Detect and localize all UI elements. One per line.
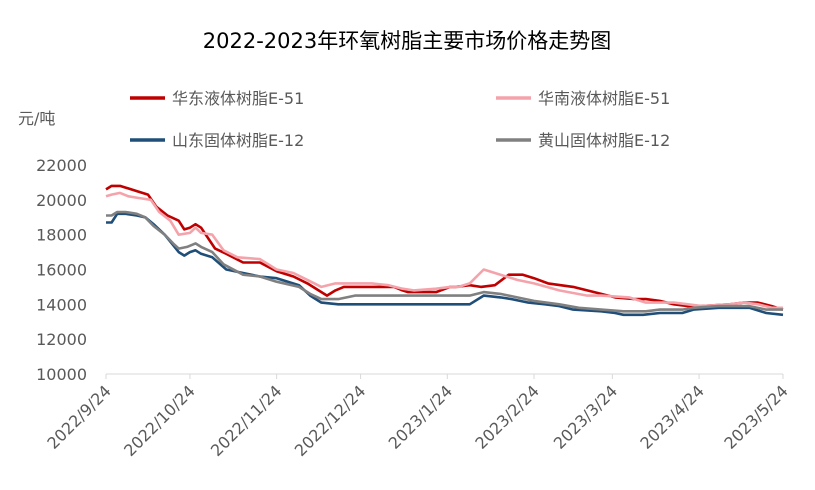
x-tick-label: 2023/4/24 [636,381,707,452]
legend-label-1: 华南液体树脂E-51 [538,89,670,108]
y-axis: 10000 12000 14000 16000 18000 20000 22000 [36,156,87,384]
y-tick-label: 20000 [36,191,87,210]
series-line-0 [105,184,784,311]
series-layer [105,184,784,317]
series-line-1 [105,191,783,310]
x-tick-label: 2022/11/24 [207,381,286,460]
chart-title: 2022-2023年环氧树脂主要市场价格走势图 [203,29,611,53]
x-tick-label: 2023/2/24 [471,381,542,452]
legend-label-0: 华东液体树脂E-51 [172,89,304,108]
y-tick-label: 14000 [36,295,87,314]
x-tick-label: 2022/10/24 [120,381,199,460]
y-tick-label: 12000 [36,330,87,349]
y-tick-label: 10000 [36,365,87,384]
series-line-3 [106,210,783,313]
y-tick-label: 22000 [36,156,87,175]
x-tick-label: 2022/9/24 [43,381,114,452]
legend: 华东液体树脂E-51 华南液体树脂E-51 山东固体树脂E-12 黄山固体树脂E… [130,89,670,150]
y-tick-label: 16000 [36,261,87,280]
y-tick-label: 18000 [36,226,87,245]
x-axis: 2022/9/24 2022/10/24 2022/11/24 2022/12/24 2… [43,374,792,460]
legend-label-3: 黄山固体树脂E-12 [538,131,670,150]
legend-label-2: 山东固体树脂E-12 [172,131,304,150]
series-line-2 [106,212,784,317]
x-tick-label: 2023/3/24 [550,381,621,452]
x-tick-label: 2023/5/24 [720,381,791,452]
x-tick-label: 2022/12/24 [291,381,370,460]
x-tick-label: 2023/1/24 [385,381,456,452]
y-axis-unit: 元/吨 [18,109,55,128]
